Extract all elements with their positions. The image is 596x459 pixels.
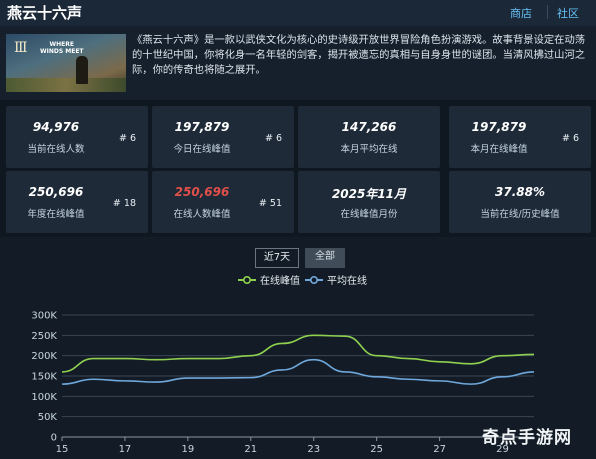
stat-card-ratio: 37.88% 当前在线/历史峰值: [449, 171, 591, 233]
stat-value: 250,696: [28, 185, 84, 199]
community-link[interactable]: 社区: [557, 7, 579, 20]
stat-value: 37.88%: [495, 185, 545, 199]
stat-label: 当前在线人数: [27, 144, 85, 155]
stat-card-year-peak: 250,696 年度在线峰值 # 18: [6, 171, 148, 233]
x-tick-label: 29: [496, 444, 509, 455]
stat-value: 147,266: [341, 120, 397, 134]
stat-label: 在线峰值月份: [340, 209, 398, 220]
stat-card-month-peak: 197,879 本月在线峰值 # 6: [449, 106, 591, 168]
stat-rank: # 51: [258, 198, 282, 209]
y-tick-label: 50K: [38, 412, 58, 423]
x-tick-label: 21: [244, 444, 257, 455]
y-tick-label: 200K: [31, 351, 57, 362]
cover-glyph: Ⅲ: [14, 40, 28, 56]
stat-label: 本月平均在线: [340, 144, 398, 155]
x-tick-label: 27: [433, 444, 446, 455]
legend-marker: [309, 275, 318, 284]
stat-value: 94,976: [32, 120, 80, 134]
stat-rank: # 6: [118, 133, 136, 144]
legend-label: 在线峰值: [260, 274, 300, 287]
x-tick-label: 17: [119, 444, 132, 455]
stat-card-peak-month: 2025年11月 在线峰值月份: [298, 171, 440, 233]
game-intro: Ⅲ WHERE WINDS MEET: [0, 26, 596, 100]
stat-card-month-avg: 147,266 本月平均在线: [298, 106, 440, 168]
stat-label: 当前在线/历史峰值: [480, 209, 560, 220]
legend-label: 平均在线: [327, 274, 367, 287]
nav-divider: [547, 5, 548, 19]
header-bar: 燕云十六声 商店 社区: [0, 0, 596, 26]
stat-card-current: 94,976 当前在线人数 # 6: [6, 106, 148, 168]
stat-label: 今日在线峰值: [173, 144, 231, 155]
game-description: 《燕云十六声》是一款以武侠文化为核心的史诗级开放世界冒险角色扮演游戏。故事背景设…: [132, 34, 586, 76]
stat-label: 年度在线峰值: [27, 209, 85, 220]
watermark-text: 奇点手游网: [482, 428, 572, 448]
cover-figure: [76, 56, 88, 84]
chart-panel: [0, 237, 596, 459]
stat-value: 197,879: [174, 120, 230, 134]
y-tick-label: 150K: [31, 372, 57, 383]
x-tick-label: 19: [181, 444, 194, 455]
stat-label: 在线人数峰值: [173, 209, 231, 220]
stat-label: 本月在线峰值: [470, 144, 528, 155]
y-tick-label: 300K: [31, 311, 57, 322]
game-cover-image[interactable]: Ⅲ WHERE WINDS MEET: [6, 34, 126, 92]
y-tick-label: 250K: [31, 331, 57, 342]
legend-marker: [243, 275, 252, 284]
stat-rank: # 6: [264, 133, 282, 144]
stat-card-today-peak: 197,879 今日在线峰值 # 6: [152, 106, 294, 168]
stat-value: 197,879: [471, 120, 527, 134]
y-tick-label: 100K: [31, 392, 57, 403]
cover-logo: WHERE WINDS MEET: [40, 41, 84, 55]
stat-rank: # 18: [112, 198, 136, 209]
game-title: 燕云十六声: [7, 4, 83, 22]
series-line-average: [61, 358, 535, 385]
y-tick-label: 0: [51, 433, 57, 444]
x-tick-label: 23: [307, 444, 320, 455]
series-line-peak: [61, 334, 535, 373]
store-link[interactable]: 商店: [510, 7, 532, 20]
stat-value: 250,696: [174, 185, 230, 199]
stat-value: 2025年11月: [331, 187, 407, 201]
stat-card-all-time-peak: 250,696 在线人数峰值 # 51: [152, 171, 294, 233]
range-7-days-button[interactable]: 近7天: [255, 248, 299, 268]
stat-rank: # 6: [561, 133, 579, 144]
x-tick-label: 25: [370, 444, 383, 455]
cover-ground: [6, 78, 126, 92]
x-tick-label: 15: [56, 444, 69, 455]
range-all-button[interactable]: 全部: [305, 248, 345, 268]
